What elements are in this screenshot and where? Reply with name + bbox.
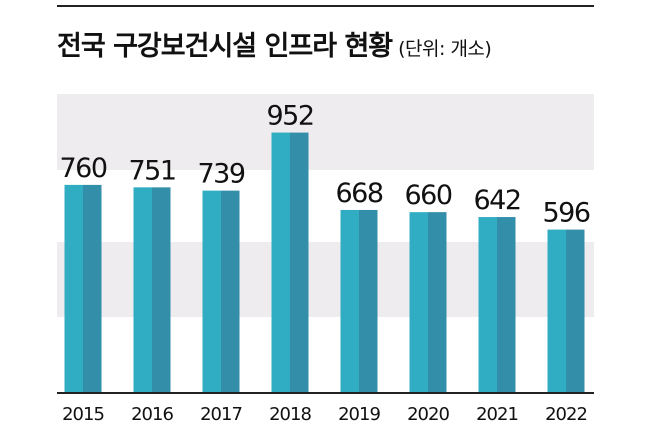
bar-left-face [133, 187, 152, 392]
value-label: 952 [266, 101, 313, 132]
bar-2016 [133, 187, 171, 392]
bar-2019 [340, 209, 378, 392]
value-label: 760 [59, 153, 106, 184]
value-label: 751 [128, 155, 175, 186]
value-labels: 760 751 739 952 668 660 642 596 [59, 101, 591, 229]
bar-2021 [478, 217, 516, 392]
value-label: 739 [197, 159, 244, 190]
bar-right-face [428, 212, 447, 392]
value-label: 596 [542, 198, 589, 229]
bar-left-face [64, 184, 83, 392]
x-tick-label: 2021 [476, 404, 518, 425]
bar-right-face [359, 209, 378, 392]
chart-title-block: 전국 구강보건시설 인프라 현황 (단위: 개소) [57, 24, 492, 63]
bar-right-face [83, 184, 102, 392]
bars [64, 132, 585, 392]
bar-left-face [340, 209, 359, 392]
bar-left-face [202, 190, 221, 392]
chart-title: 전국 구강보건시설 인프라 현황 [57, 31, 393, 62]
bar-right-face [152, 187, 171, 392]
bar-right-face [497, 217, 516, 392]
bar-2018 [271, 132, 309, 392]
value-label: 642 [473, 185, 520, 216]
value-label: 660 [404, 180, 451, 211]
bar-right-face [221, 190, 240, 392]
bar-2015 [64, 184, 102, 392]
bar-2020 [409, 212, 447, 392]
x-tick-label: 2018 [269, 404, 311, 425]
x-tick-labels: 2015 2016 2017 2018 2019 2020 2021 2022 [62, 404, 588, 425]
top-rule [57, 5, 594, 7]
x-tick-label: 2015 [62, 404, 104, 425]
bar-left-face [271, 132, 290, 392]
background-band [57, 94, 594, 170]
x-tick-label: 2017 [200, 404, 242, 425]
bar-2017 [202, 190, 240, 392]
value-label: 668 [335, 178, 382, 209]
x-tick-label: 2020 [407, 404, 449, 425]
chart-unit: (단위: 개소) [398, 38, 492, 60]
bar-left-face [409, 212, 428, 392]
x-tick-label: 2022 [545, 404, 587, 425]
bar-right-face [290, 132, 309, 392]
bar-2022 [547, 229, 585, 392]
x-tick-label: 2019 [338, 404, 380, 425]
bar-right-face [566, 229, 585, 392]
bar-left-face [547, 229, 566, 392]
x-tick-label: 2016 [131, 404, 173, 425]
bar-left-face [478, 217, 497, 392]
